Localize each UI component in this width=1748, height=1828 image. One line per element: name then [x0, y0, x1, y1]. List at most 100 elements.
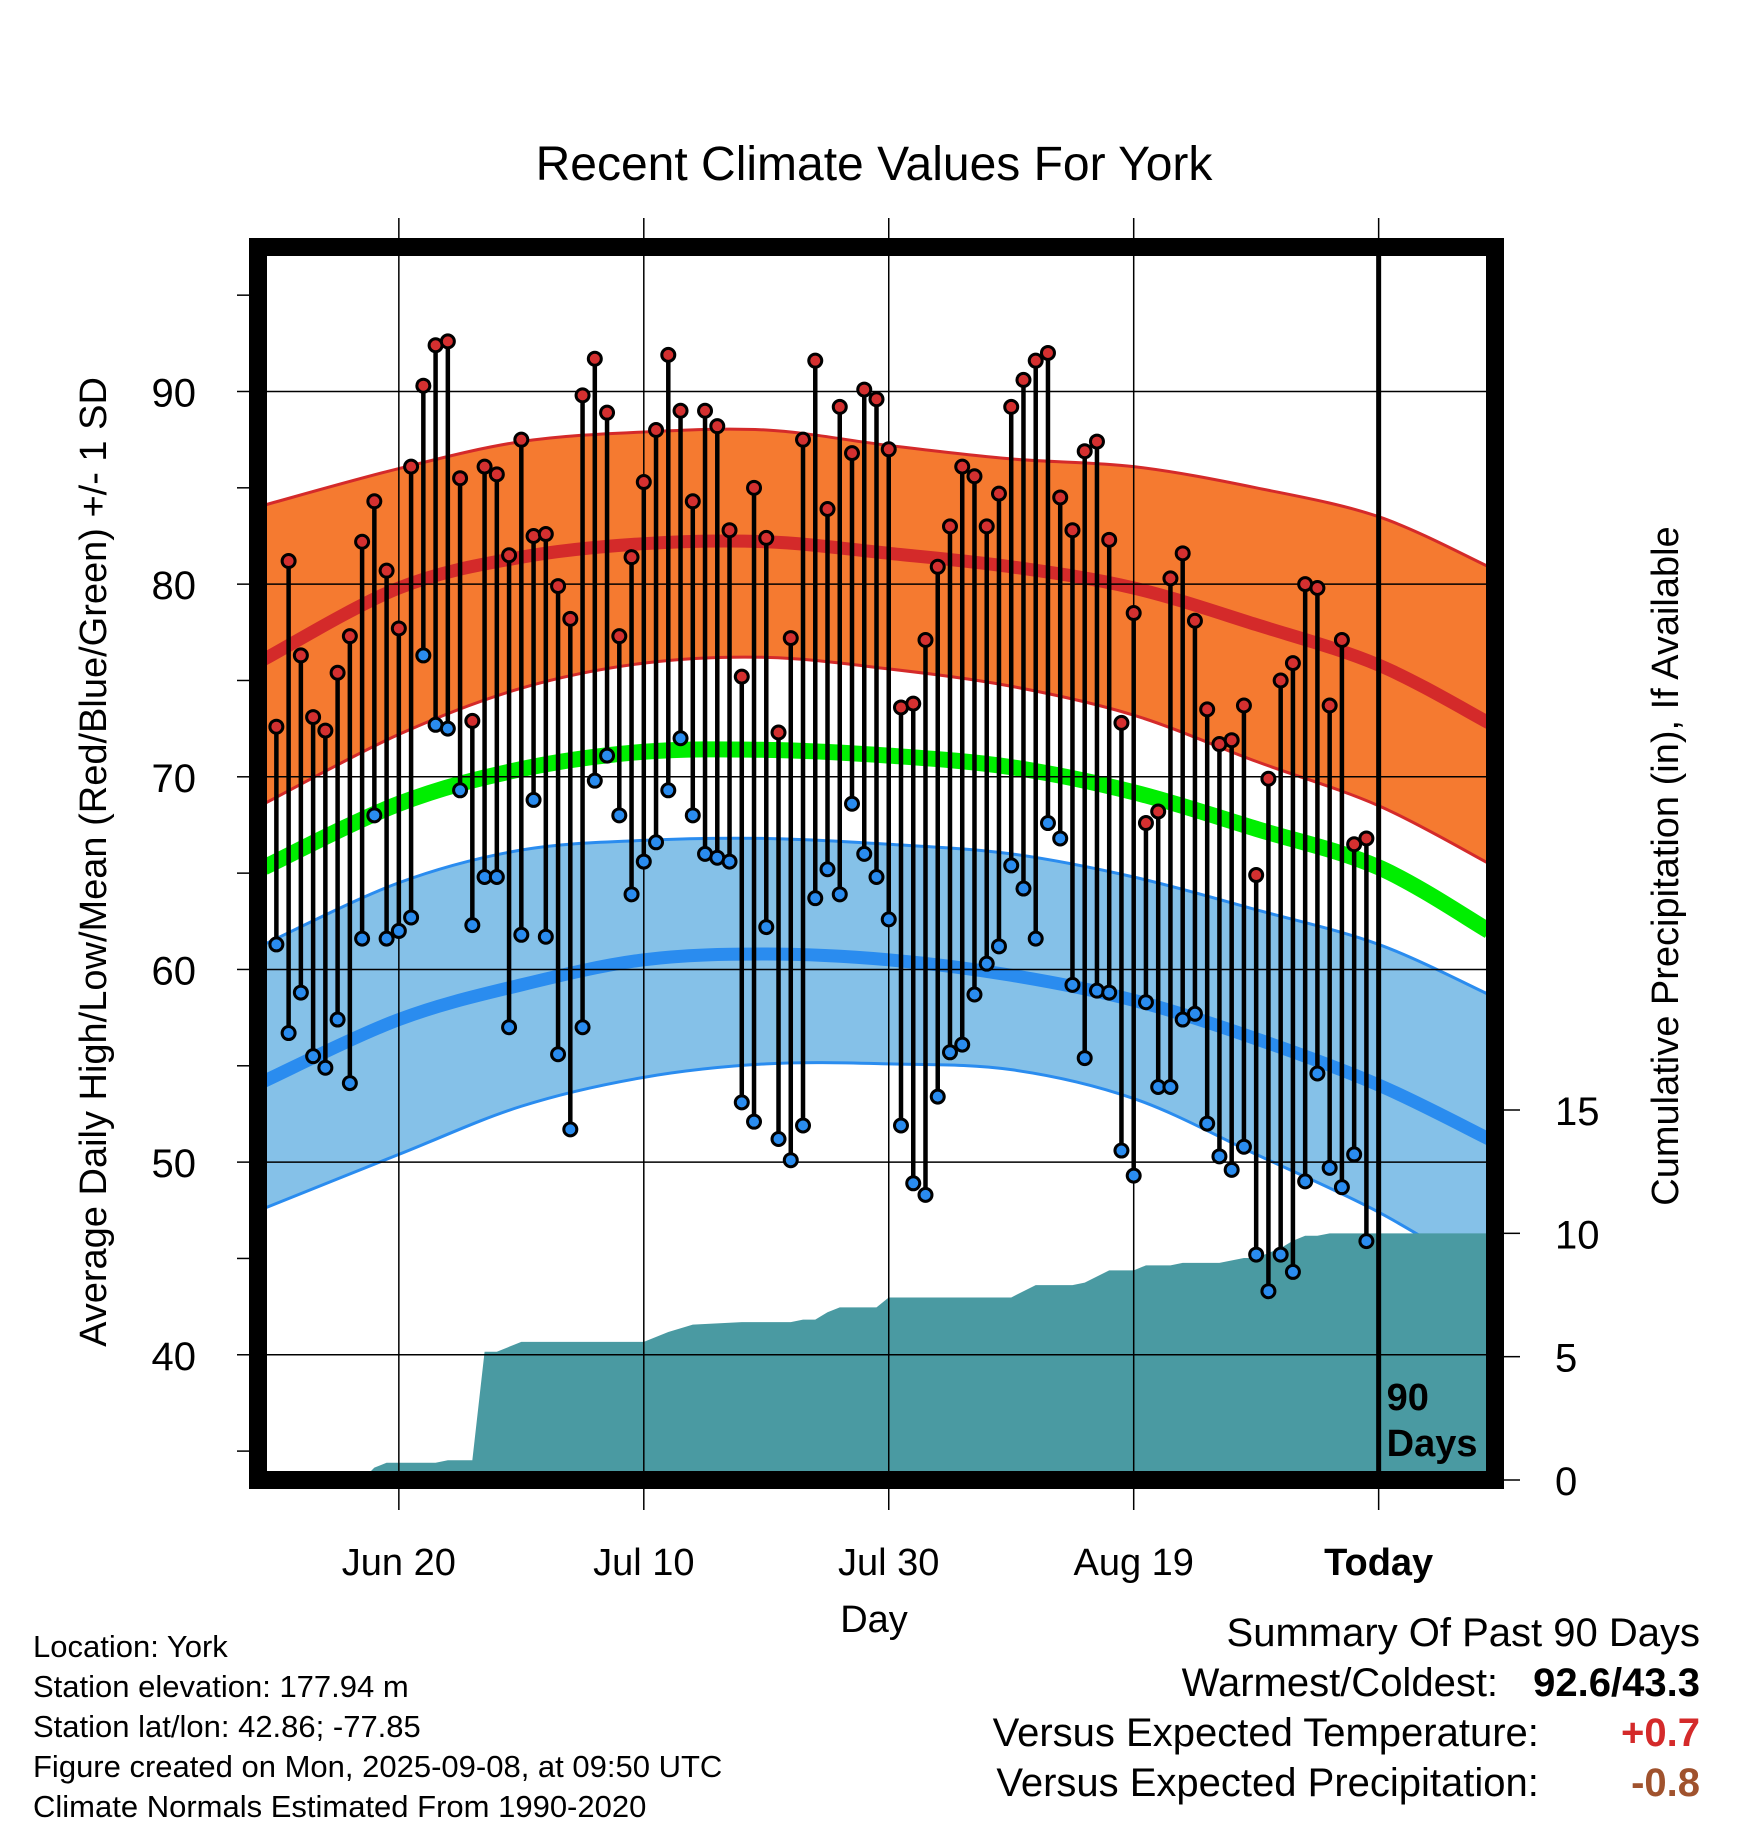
daily-low-point — [1174, 1011, 1191, 1028]
daily-high-point — [966, 468, 983, 485]
daily-low-point — [1297, 1173, 1314, 1190]
daily-high-point — [1272, 672, 1289, 689]
daily-low-point — [819, 861, 836, 878]
daily-low-point — [1211, 1148, 1228, 1165]
summary-heading: Summary Of Past 90 Days — [1226, 1611, 1700, 1655]
latlon-text: Station lat/lon: 42.86; -77.85 — [33, 1709, 421, 1744]
y-right-tick-label: 0 — [1555, 1460, 1577, 1504]
y-tick-label: 60 — [152, 949, 197, 993]
daily-low-point — [1199, 1115, 1216, 1132]
daily-low-point — [1003, 857, 1020, 874]
daily-low-point — [1113, 1142, 1130, 1159]
daily-low-point — [562, 1121, 579, 1138]
created-text: Figure created on Mon, 2025-09-08, at 09… — [33, 1749, 723, 1784]
y-tick-label: 50 — [152, 1142, 197, 1186]
warm-cold-value: 92.6/43.3 — [1533, 1661, 1700, 1705]
daily-low-point — [464, 917, 481, 934]
daily-low-point — [1346, 1146, 1363, 1163]
daily-high-point — [1101, 531, 1118, 548]
daily-high-point — [709, 418, 726, 435]
temp-anomaly-value: +0.7 — [1621, 1711, 1700, 1755]
daily-high-point — [1260, 770, 1277, 787]
daily-high-point — [1027, 352, 1044, 369]
daily-high-point — [1174, 545, 1191, 562]
daily-low-point — [648, 834, 665, 851]
x-axis-label: Day — [840, 1599, 908, 1641]
daily-high-point — [721, 522, 738, 539]
daily-low-point — [574, 1019, 591, 1036]
x-tick-label: Aug 19 — [1073, 1542, 1193, 1584]
daily-high-point — [1064, 522, 1081, 539]
daily-low-point — [1358, 1233, 1375, 1250]
daily-high-point — [844, 445, 861, 462]
daily-low-point — [599, 747, 616, 764]
daily-low-point — [1186, 1005, 1203, 1022]
daily-low-point — [415, 647, 432, 664]
daily-high-point — [537, 526, 554, 543]
precip-anomaly-row: Versus Expected Precipitation: -0.8 — [993, 1758, 1700, 1808]
daily-low-point — [1321, 1159, 1338, 1176]
station-info: Location: York Station elevation: 177.94… — [33, 1627, 722, 1827]
daily-low-point — [1309, 1065, 1326, 1082]
daily-low-point — [366, 807, 383, 824]
daily-high-point — [415, 377, 432, 394]
daily-high-point — [819, 501, 836, 518]
daily-high-point — [795, 431, 812, 448]
daily-low-point — [537, 928, 554, 945]
daily-high-point — [574, 387, 591, 404]
y-axis-label-right: Cumulative Precipitation (in), If Availa… — [1645, 526, 1687, 1205]
daily-high-point — [1346, 836, 1363, 853]
daily-low-point — [660, 782, 677, 799]
daily-high-point — [1199, 701, 1216, 718]
daily-low-point — [1039, 815, 1056, 832]
temp-anomaly-row: Versus Expected Temperature: +0.7 — [993, 1708, 1700, 1758]
daily-high-point — [684, 493, 701, 510]
daily-low-point — [452, 782, 469, 799]
daily-high-point — [501, 547, 518, 564]
daily-low-point — [672, 730, 689, 747]
daily-low-point — [917, 1186, 934, 1203]
summary-panel: Summary Of Past 90 Days Warmest/Coldest:… — [993, 1608, 1700, 1808]
days-annotation-line: 90 — [1387, 1377, 1429, 1419]
daily-high-point — [1088, 433, 1105, 450]
daily-high-point — [1186, 612, 1203, 629]
daily-low-point — [782, 1152, 799, 1169]
daily-low-point — [929, 1088, 946, 1105]
daily-low-point — [488, 868, 505, 885]
daily-low-point — [268, 936, 285, 953]
daily-high-point — [929, 558, 946, 575]
daily-low-point — [341, 1075, 358, 1092]
daily-high-point — [1358, 830, 1375, 847]
daily-high-point — [1248, 867, 1265, 884]
plot-frame — [249, 238, 1504, 1489]
daily-high-point — [1052, 489, 1069, 506]
daily-high-point — [403, 458, 420, 475]
daily-low-point — [1333, 1179, 1350, 1196]
daily-high-point — [917, 632, 934, 649]
y-right-tick-label: 15 — [1555, 1090, 1600, 1134]
daily-low-point — [1260, 1283, 1277, 1300]
daily-high-point — [978, 518, 995, 535]
daily-high-point — [562, 610, 579, 627]
precip-anomaly-value: -0.8 — [1631, 1761, 1700, 1805]
daily-high-point — [329, 664, 346, 681]
daily-low-point — [684, 807, 701, 824]
daily-high-point — [1333, 632, 1350, 649]
daily-high-point — [366, 493, 383, 510]
daily-low-point — [635, 853, 652, 870]
daily-low-point — [623, 886, 640, 903]
daily-low-point — [305, 1048, 322, 1065]
daily-high-point — [1113, 714, 1130, 731]
daily-low-point — [378, 930, 395, 947]
daily-low-point — [439, 720, 456, 737]
warm-cold-label: Warmest/Coldest: — [1181, 1661, 1499, 1705]
x-tick-label: Jun 20 — [342, 1542, 456, 1584]
daily-high-point — [452, 470, 469, 487]
daily-high-point — [1162, 570, 1179, 587]
temp-anomaly-label: Versus Expected Temperature: — [992, 1711, 1539, 1755]
daily-low-point — [954, 1036, 971, 1053]
daily-high-point — [390, 620, 407, 637]
daily-high-point — [697, 402, 714, 419]
daily-high-point — [672, 402, 689, 419]
daily-high-point — [317, 722, 334, 739]
